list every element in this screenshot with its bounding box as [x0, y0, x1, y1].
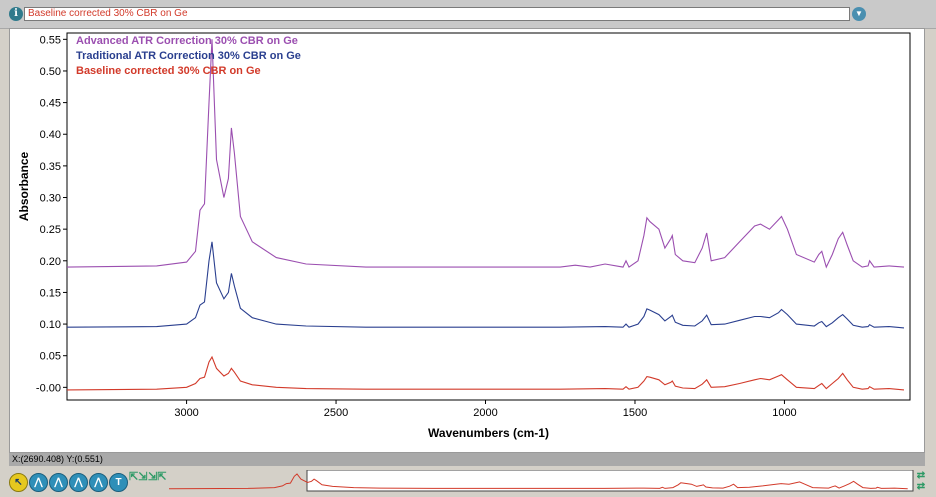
cursor-coordinates: X:(2690.408) Y:(0.551)	[12, 454, 103, 464]
overview-panel[interactable]	[9, 470, 917, 492]
expand-button[interactable]: ⇱⇲	[129, 472, 147, 492]
y-tick-label: -0.00	[36, 382, 61, 394]
scroll-arrows-icon[interactable]: ⇄ ⇄	[916, 470, 926, 492]
text-tool-button[interactable]: T	[109, 472, 128, 492]
arrow-cursor-icon: ↖	[14, 476, 23, 488]
overview-strip[interactable]	[9, 470, 917, 492]
x-tick-label: 3000	[174, 407, 198, 419]
y-tick-label: 0.05	[40, 351, 61, 363]
x-tick-label: 2000	[473, 407, 497, 419]
series-line-3	[66, 355, 905, 391]
overview-series-line	[168, 473, 908, 490]
x-tick-label: 1000	[772, 407, 796, 419]
y-axis-title: Absorbance	[17, 152, 31, 222]
series-line-1	[66, 39, 905, 269]
spectrum-dropdown-value: Baseline corrected 30% CBR on Ge	[28, 8, 188, 19]
y-tick-label: 0.45	[40, 98, 61, 110]
y-tick-label: 0.20	[40, 256, 61, 268]
dropdown-arrow-icon[interactable]: ▼	[852, 7, 866, 21]
y-tick-label: 0.30	[40, 193, 61, 205]
spectrum-dropdown[interactable]: Baseline corrected 30% CBR on Ge	[24, 7, 850, 21]
y-tick-label: 0.10	[40, 319, 61, 331]
text-icon: T	[115, 476, 122, 488]
peak-label-tool-button[interactable]: ⋀	[49, 472, 68, 492]
contract-arrows-icon: ⇲⇱	[148, 471, 167, 483]
legend-entry-2: Traditional ATR Correction 30% CBR on Ge	[76, 50, 301, 62]
y-tick-label: 0.50	[40, 66, 61, 78]
series-line-2	[66, 241, 905, 329]
region-tool-button[interactable]: ⋀	[29, 472, 48, 492]
plot-toolbar: ↖ ⋀ ⋀ ⋀ ⋀ T ⇱⇲ ⇲⇱	[9, 470, 299, 494]
peak-height-tool-button[interactable]: ⋀	[69, 472, 88, 492]
y-tick-label: 0.40	[40, 129, 61, 141]
status-bar: X:(2690.408) Y:(0.551)	[9, 453, 925, 466]
y-tick-label: 0.15	[40, 287, 61, 299]
y-tick-label: 0.25	[40, 224, 61, 236]
y-tick-label: 0.35	[40, 161, 61, 173]
x-axis-title: Wavenumbers (cm-1)	[428, 426, 549, 440]
spectrum-plot[interactable]: -0.00 0.05 0.10 0.15 0.20 0.25 0.30 0.35 0.40 0.4…	[9, 28, 925, 453]
x-tick-label: 1500	[623, 407, 647, 419]
legend-entry-3: Baseline corrected 30% CBR on Ge	[76, 65, 261, 77]
peak-area-icon: ⋀	[94, 476, 103, 488]
peak-area-tool-button[interactable]: ⋀	[89, 472, 108, 492]
peak-height-icon: ⋀	[74, 476, 83, 488]
select-tool-button[interactable]: ↖	[9, 472, 28, 492]
y-tick-label: 0.55	[40, 34, 61, 46]
x-tick-label: 2500	[324, 407, 348, 419]
legend-entry-1: Advanced ATR Correction 30% CBR on Ge	[76, 35, 298, 47]
spectrum-selector-bar: i Baseline corrected 30% CBR on Ge ▼	[0, 0, 936, 29]
info-icon[interactable]: i	[9, 7, 23, 21]
peak-label-icon: ⋀	[54, 476, 63, 488]
spectrum-chart[interactable]: -0.00 0.05 0.10 0.15 0.20 0.25 0.30 0.35 0.40 0.4…	[10, 29, 924, 452]
expand-arrows-icon: ⇱⇲	[129, 471, 148, 483]
contract-button[interactable]: ⇲⇱	[148, 472, 166, 492]
region-icon: ⋀	[34, 476, 43, 488]
plot-frame	[66, 32, 911, 401]
